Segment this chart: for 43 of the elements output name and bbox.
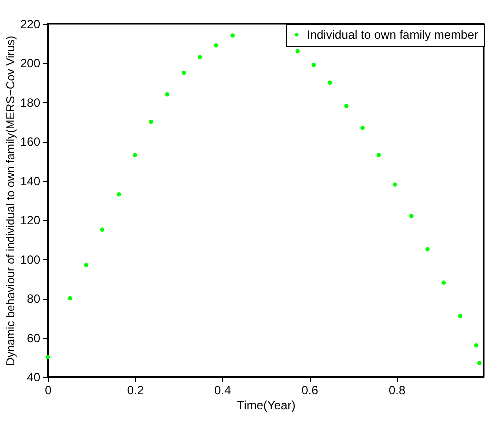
point <box>360 126 365 130</box>
point <box>442 280 446 285</box>
point <box>182 70 186 76</box>
point <box>149 120 154 124</box>
point <box>68 296 72 301</box>
point <box>84 263 88 268</box>
y-tick-label: 220 <box>20 18 41 32</box>
y-tick-label: 140 <box>20 174 41 188</box>
x-tick-label: 0 <box>45 384 52 398</box>
point <box>376 153 382 158</box>
point <box>328 80 332 85</box>
y-tick-label: 180 <box>20 96 41 110</box>
point <box>165 92 170 97</box>
y-tick-label: 200 <box>20 56 41 71</box>
point <box>426 247 430 252</box>
point <box>392 182 398 187</box>
y-tick-label: 100 <box>20 252 41 267</box>
point <box>133 153 138 158</box>
x-tick-label: 0.2 <box>127 384 144 398</box>
y-tick-label: 120 <box>20 214 41 228</box>
point <box>116 192 122 197</box>
y-tick-label: 40 <box>27 370 41 384</box>
x-axis-title: Time(Year) <box>237 398 296 412</box>
y-axis-title: Dynamic behaviour of individual to own family(MERS−Cov Virus) <box>5 36 18 366</box>
point <box>46 355 50 360</box>
y-tick-label: 80 <box>27 292 41 306</box>
point <box>478 361 482 366</box>
point <box>230 34 235 38</box>
x-tick-label: 0.8 <box>388 384 406 398</box>
x-tick-label: 0.6 <box>302 384 319 398</box>
y-tick-label: 60 <box>27 331 41 346</box>
point <box>458 314 463 318</box>
point <box>198 55 202 60</box>
point <box>410 214 414 218</box>
point <box>474 344 479 348</box>
point <box>312 63 316 68</box>
point <box>214 43 218 48</box>
x-tick-label: 0.4 <box>214 384 232 398</box>
point <box>296 49 300 54</box>
point <box>344 104 349 108</box>
legend-label: Individual to own family member <box>307 28 478 42</box>
point <box>100 228 105 232</box>
y-tick-label: 160 <box>20 135 41 150</box>
